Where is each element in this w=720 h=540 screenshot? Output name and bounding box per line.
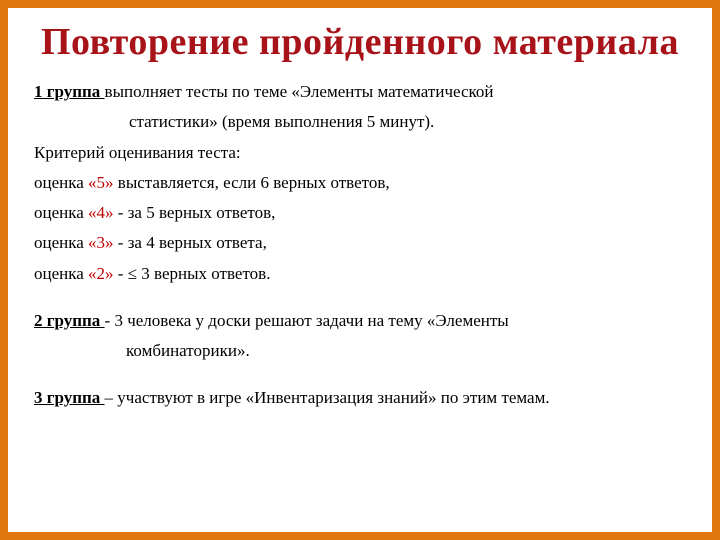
group2-label: 2 группа [34,311,105,330]
grade-5-mark: «5» [88,173,114,192]
slide-body: 1 группа выполняет тесты по теме «Элемен… [34,77,686,414]
group1-label: 1 группа [34,82,105,101]
group2-line1: 2 группа - 3 человека у доски решают зад… [34,306,686,336]
grade-3-mark: «3» [88,233,114,252]
spacer [34,289,686,306]
grade-4-mark: «4» [88,203,114,222]
group1-line2: статистики» (время выполнения 5 минут). [34,107,686,137]
group3-label: 3 группа [34,388,105,407]
criteria-heading: Критерий оценивания теста: [34,138,686,168]
grade-4: оценка «4» - за 5 верных ответов, [34,198,686,228]
slide-title: Повторение пройденного материала [34,22,686,63]
group3-rest: – участвуют в игре «Инвентаризация знани… [105,388,550,407]
group2-line1-rest: - 3 человека у доски решают задачи на те… [105,311,509,330]
grade-2-mark: «2» [88,264,114,283]
grade-2: оценка «2» - ≤ 3 верных ответов. [34,259,686,289]
group3-line: 3 группа – участвуют в игре «Инвентариза… [34,383,686,413]
spacer-2 [34,366,686,383]
slide-frame: Повторение пройденного материала 1 групп… [0,0,720,540]
grade-3: оценка «3» - за 4 верных ответа, [34,228,686,258]
grade-5: оценка «5» выставляется, если 6 верных о… [34,168,686,198]
group1-line1-rest: выполняет тесты по теме «Элементы матема… [105,82,494,101]
group2-line2: комбинаторики». [34,336,686,366]
group1-line1: 1 группа выполняет тесты по теме «Элемен… [34,77,686,107]
